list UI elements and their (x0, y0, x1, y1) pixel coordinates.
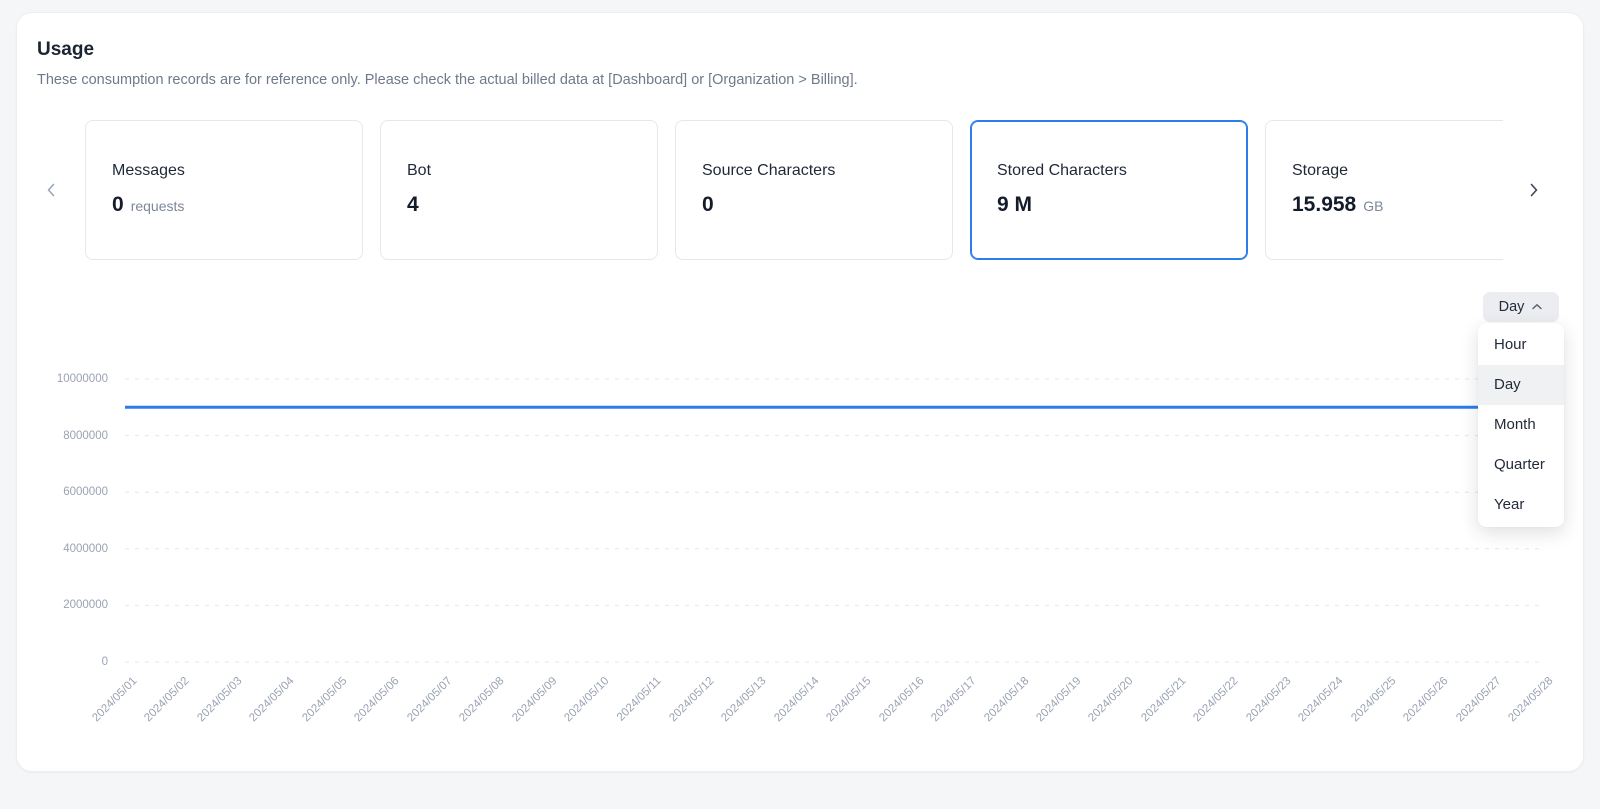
usage-card-label: Source Characters (702, 162, 836, 179)
y-axis-tick: 10000000 (56, 373, 108, 385)
x-axis-tick: 2024/05/10 (562, 675, 612, 725)
granularity-option-day[interactable]: Day (1478, 365, 1564, 405)
x-axis-tick: 2024/05/26 (1401, 675, 1451, 725)
usage-card-source-characters[interactable]: Source Characters 0 (675, 120, 953, 260)
granularity-select[interactable]: Day (1483, 292, 1559, 322)
x-axis-tick: 2024/05/02 (142, 675, 192, 725)
x-axis-tick: 2024/05/04 (247, 675, 297, 725)
chevron-right-icon (1527, 182, 1541, 201)
granularity-option-year[interactable]: Year (1494, 496, 1525, 513)
x-axis-tick: 2024/05/27 (1453, 675, 1504, 725)
carousel-next-button[interactable] (1520, 177, 1548, 205)
y-axis-tick: 0 (101, 656, 108, 668)
x-axis-tick: 2024/05/01 (90, 675, 140, 725)
usage-card-label: Storage (1292, 162, 1349, 179)
y-axis-tick: 8000000 (63, 429, 108, 442)
x-axis-tick: 2024/05/12 (667, 675, 717, 725)
usage-card-label: Messages (112, 162, 185, 179)
line-chart: 0 2000000 4000000 6000000 8000000 10000000 20… (17, 13, 1583, 771)
x-axis-tick: 2024/05/16 (876, 675, 927, 725)
x-axis-tick: 2024/05/23 (1244, 675, 1294, 725)
x-axis-tick: 2024/05/24 (1296, 675, 1346, 725)
x-axis-tick: 2024/05/21 (1139, 675, 1189, 725)
granularity-option-month[interactable]: Month (1494, 416, 1536, 433)
x-axis-tick: 2024/05/18 (981, 675, 1032, 725)
y-axis-tick: 6000000 (63, 486, 108, 499)
x-axis-tick: 2024/05/03 (195, 675, 245, 725)
x-axis-tick: 2024/05/25 (1348, 675, 1399, 725)
usage-cards-track: Messages 0 requests Bot 4 Source Charact… (85, 120, 1503, 260)
granularity-selected-label: Day (1498, 299, 1525, 315)
x-axis-tick: 2024/05/07 (404, 675, 455, 725)
usage-card-unit: GB (1363, 198, 1384, 214)
y-axis-tick: 2000000 (63, 599, 108, 612)
x-axis-tick: 2024/05/11 (615, 675, 664, 724)
usage-card-label: Bot (407, 162, 432, 179)
x-axis-tick: 2024/05/13 (719, 675, 769, 725)
usage-card-messages[interactable]: Messages 0 requests (85, 120, 363, 260)
usage-card-value: 0 (112, 193, 124, 216)
line-chart-plot (125, 378, 1541, 663)
x-axis-tick: 2024/05/17 (929, 675, 979, 725)
usage-cards-viewport: Messages 0 requests Bot 4 Source Charact… (85, 120, 1503, 261)
usage-panel: Usage These consumption records are for … (16, 12, 1584, 772)
chevron-left-icon (44, 182, 58, 201)
granularity-option-quarter[interactable]: Quarter (1494, 456, 1545, 473)
usage-card-value: 9 M (997, 193, 1033, 216)
granularity-menu: Hour Day Month Quarter Year (1478, 323, 1564, 527)
usage-card-bot[interactable]: Bot 4 (380, 120, 658, 260)
x-axis-tick: 2024/05/06 (352, 675, 402, 725)
x-axis-tick: 2024/05/05 (300, 675, 350, 725)
granularity-option-hour[interactable]: Hour (1494, 336, 1527, 353)
usage-card-value: 15.958 (1292, 193, 1357, 216)
page-subtitle: These consumption records are for refere… (37, 72, 858, 88)
x-axis-tick: 2024/05/08 (457, 675, 507, 725)
x-axis-tick: 2024/05/20 (1086, 675, 1136, 725)
page-title: Usage (37, 39, 95, 60)
y-axis-tick: 4000000 (63, 542, 108, 555)
x-axis-tick: 2024/05/14 (772, 675, 822, 725)
x-axis-tick: 2024/05/19 (1034, 675, 1084, 725)
chevron-up-icon (1531, 303, 1543, 311)
x-axis-tick: 2024/05/09 (509, 675, 560, 725)
x-axis-tick: 2024/05/22 (1191, 675, 1241, 725)
x-axis-tick: 2024/05/28 (1506, 675, 1556, 725)
usage-card-value: 0 (702, 193, 714, 216)
usage-card-unit: requests (130, 198, 185, 214)
x-axis-tick: 2024/05/15 (824, 675, 874, 725)
usage-card-stored-characters[interactable]: Stored Characters 9 M (970, 120, 1248, 260)
carousel-prev-button[interactable] (37, 177, 65, 205)
usage-card-label: Stored Characters (997, 162, 1127, 179)
usage-card-value: 4 (407, 193, 419, 216)
usage-card-storage[interactable]: Storage 15.958 GB (1265, 120, 1503, 260)
